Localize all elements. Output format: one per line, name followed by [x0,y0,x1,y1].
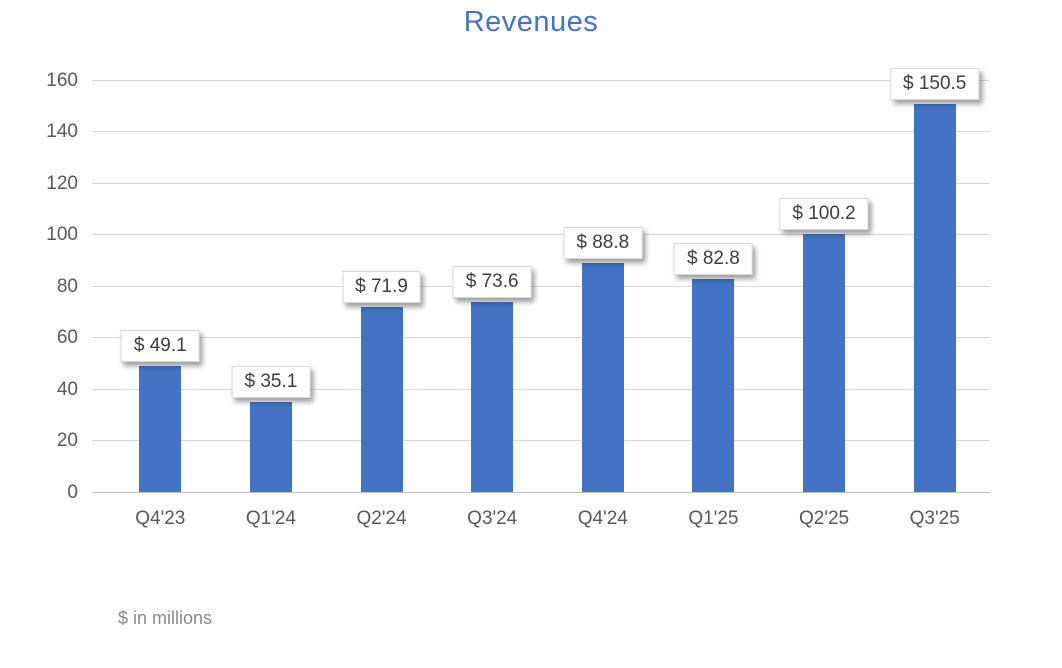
data-label-Q2'24: $ 71.9 [342,270,421,303]
gridline [92,182,990,184]
data-label-Q3'25: $ 150.5 [889,68,980,101]
bar-Q2'24 [360,306,403,492]
y-axis-tick-label: 20 [56,430,78,451]
bar-Q4'24 [581,263,624,492]
x-axis-category-label: Q4'24 [577,508,628,529]
bar-Q4'23 [139,365,182,492]
data-label-Q4'24: $ 88.8 [563,227,643,260]
x-axis-category-label: Q1'25 [688,508,739,529]
x-axis-line [92,491,990,493]
gridline [92,285,990,287]
units-footnote: $ in millions [118,608,213,628]
y-axis-tick-label: 100 [46,224,78,245]
y-axis-tick-label: 60 [56,327,78,348]
gridline [92,234,990,235]
x-axis-category-label: Q4'23 [135,508,186,529]
chart-title: Revenues [463,6,599,38]
bar-Q2'25 [803,233,846,492]
x-axis-category-label: Q2'25 [799,508,850,529]
y-axis-tick-label: 80 [56,275,78,297]
data-label-Q2'25: $ 100.2 [779,197,869,230]
x-axis-category-label: Q3'25 [909,508,960,529]
data-label-Q1'25: $ 82.8 [674,242,753,275]
data-label-Q1'24: $ 35.1 [231,365,311,398]
bar-Q3'25 [913,104,956,492]
y-axis-tick-label: 160 [46,69,78,91]
x-axis-category-label: Q3'24 [467,508,518,529]
y-axis-tick-label: 40 [56,378,78,400]
gridline [92,440,990,441]
x-axis-category-label: Q1'24 [245,508,296,529]
bar-Q1'24 [249,401,292,492]
gridline [92,79,990,81]
gridline [92,131,990,132]
gridline [92,388,990,390]
x-axis-category-label: Q2'24 [356,508,407,529]
gridline [92,337,990,338]
bar-Q3'24 [471,302,514,492]
y-axis-tick-label: 140 [46,121,78,142]
data-label-Q3'24: $ 73.6 [452,266,532,299]
y-axis-tick-label: 120 [46,172,78,194]
y-axis-tick-label: 0 [67,481,78,503]
bar-Q1'25 [692,278,735,492]
data-label-Q4'23: $ 49.1 [120,329,200,362]
